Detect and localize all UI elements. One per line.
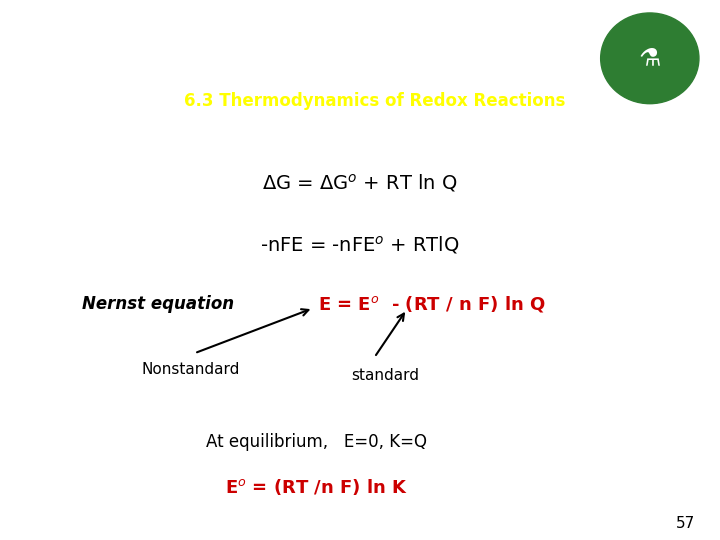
Text: 57: 57: [675, 516, 695, 531]
Text: At equilibrium,   E=0, K=Q: At equilibrium, E=0, K=Q: [207, 433, 427, 450]
Text: ⚗: ⚗: [639, 46, 661, 70]
Text: 6.3 Thermodynamics of Redox Reactions: 6.3 Thermodynamics of Redox Reactions: [184, 92, 565, 110]
Text: Chapter 6 / Electrochemistry: Chapter 6 / Electrochemistry: [173, 36, 576, 60]
Text: -nFE = -nFE$^o$ + RTlQ: -nFE = -nFE$^o$ + RTlQ: [260, 233, 460, 255]
Text: Nernst equation: Nernst equation: [82, 295, 235, 313]
Text: Nonstandard: Nonstandard: [142, 362, 240, 377]
Text: E$^o$ = (RT /n F) ln K: E$^o$ = (RT /n F) ln K: [225, 477, 408, 497]
Text: standard: standard: [351, 368, 419, 383]
Text: E = E$^o$  - (RT / n F) ln Q: E = E$^o$ - (RT / n F) ln Q: [318, 294, 546, 314]
Text: $\Delta$G = $\Delta$G$^o$ + RT ln Q: $\Delta$G = $\Delta$G$^o$ + RT ln Q: [262, 172, 458, 194]
Circle shape: [600, 13, 699, 104]
